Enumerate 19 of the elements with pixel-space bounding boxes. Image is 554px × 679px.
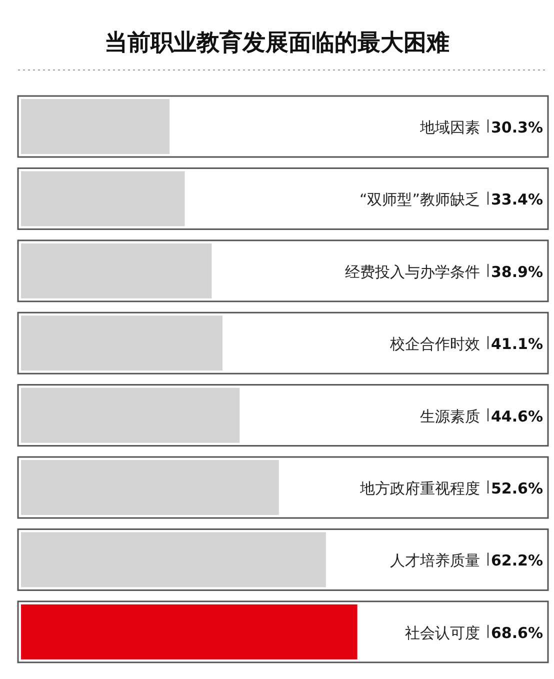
y-tick-label: 生源素质 [420, 407, 480, 426]
y-tick-label: 校企合作时效 [389, 335, 480, 354]
bar [21, 171, 185, 226]
data-label: 62.2% [490, 552, 543, 570]
y-tick-label: 地方政府重视程度 [359, 480, 480, 498]
data-label: 44.6% [490, 407, 543, 426]
bar [21, 99, 170, 154]
y-tick-label: 社会认可度 [405, 624, 480, 642]
data-label: 68.6% [490, 624, 543, 642]
data-label: 33.4% [490, 190, 543, 209]
data-label: 30.3% [490, 118, 543, 136]
y-tick-label: 人才培养质量 [390, 552, 480, 570]
chart-title: 当前职业教育发展面临的最大困难 [104, 29, 450, 56]
data-label: 52.6% [490, 480, 543, 498]
data-label: 38.9% [490, 262, 543, 281]
data-label: 41.1% [490, 335, 543, 354]
y-tick-label: 经费投入与办学条件 [345, 262, 480, 281]
y-tick-label: “双师型”教师缺乏 [359, 190, 480, 209]
y-tick-label: 地域因素 [419, 118, 480, 136]
